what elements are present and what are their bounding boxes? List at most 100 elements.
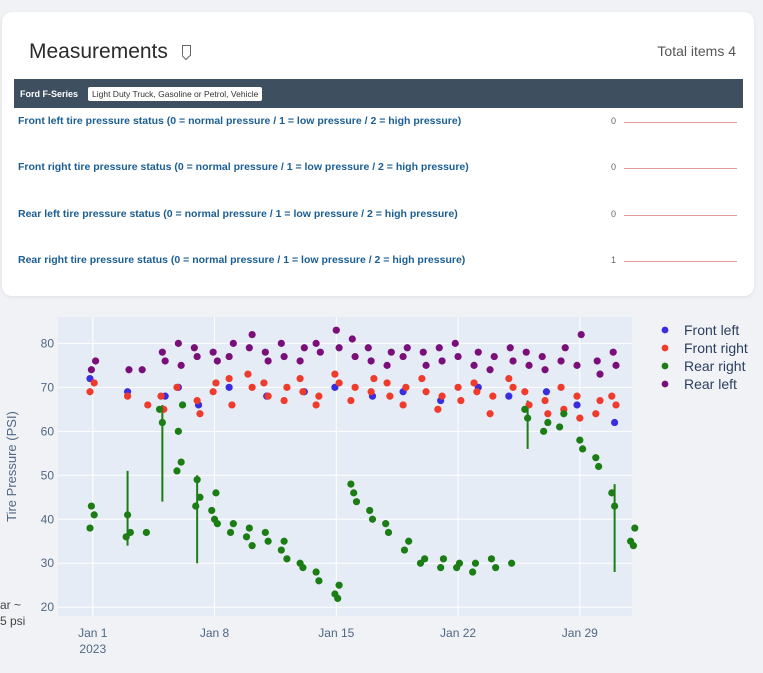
data-point (383, 361, 391, 369)
data-point (245, 524, 253, 532)
data-point (577, 330, 585, 339)
data-point (592, 410, 600, 418)
data-point (557, 357, 565, 365)
legend-marker (661, 380, 669, 388)
data-point (348, 335, 356, 343)
data-point (264, 392, 272, 400)
data-point (173, 467, 181, 475)
data-point (280, 352, 288, 361)
data-point (422, 361, 430, 369)
data-point (283, 383, 291, 391)
vehicle-header: Ford F-Series Light Duty Truck, Gasoline… (14, 79, 743, 108)
data-point (366, 506, 374, 515)
data-point (264, 537, 272, 545)
data-point (505, 392, 513, 400)
data-point (573, 401, 581, 409)
data-point (364, 344, 372, 352)
bookmark-icon[interactable] (182, 45, 191, 56)
data-point (521, 388, 529, 396)
data-point (174, 339, 182, 347)
measurement-row-rear-left[interactable]: Rear left tire pressure status (0 = norm… (18, 208, 738, 224)
data-point (334, 594, 342, 603)
data-point (419, 348, 427, 356)
data-point (144, 401, 152, 409)
measurement-label[interactable]: Rear left tire pressure status (0 = norm… (18, 208, 458, 220)
vehicle-name: Ford F-Series (20, 88, 79, 99)
data-point (382, 520, 390, 528)
data-point (457, 396, 465, 405)
side-note-line: ar ~ (0, 598, 22, 612)
measurement-value: 0 (610, 116, 616, 126)
sparkline (624, 261, 737, 262)
data-point (122, 533, 130, 541)
data-point (435, 344, 443, 352)
y-axis-label: Tire Pressure (PSI) (4, 411, 19, 522)
data-point (434, 405, 442, 413)
x-tick-label: Jan 8 (200, 626, 230, 640)
x-tick-label: Jan 22 (440, 626, 476, 640)
data-point (608, 392, 616, 400)
data-point (248, 383, 256, 391)
data-point (260, 379, 268, 387)
data-point (541, 366, 549, 374)
data-point (209, 348, 217, 356)
data-point (487, 555, 496, 563)
data-point (225, 352, 233, 361)
data-point (544, 418, 552, 427)
data-point (509, 383, 517, 391)
data-point (86, 524, 94, 532)
data-point (405, 537, 413, 545)
data-point (280, 396, 288, 405)
data-point (399, 401, 407, 409)
measurement-row-rear-right[interactable]: Rear right tire pressure status (0 = nor… (18, 254, 738, 270)
measurement-row-front-left[interactable]: Front left tire pressure status (0 = nor… (18, 115, 738, 131)
data-point (368, 515, 377, 523)
data-point (470, 379, 478, 387)
data-point (248, 330, 256, 339)
data-point (367, 388, 375, 396)
measurement-label[interactable]: Front right tire pressure status (0 = no… (18, 161, 469, 173)
data-point (158, 418, 166, 427)
data-point (174, 427, 182, 435)
data-point (193, 476, 201, 484)
data-point (544, 410, 552, 418)
data-point (596, 396, 604, 405)
y-tick-label: 70 (41, 380, 55, 394)
measurement-row-front-right[interactable]: Front right tire pressure status (0 = no… (18, 161, 738, 177)
data-point (312, 339, 320, 347)
data-point (471, 559, 480, 567)
measurement-label[interactable]: Rear right tire pressure status (0 = nor… (18, 254, 466, 266)
measurement-label[interactable]: Front left tire pressure status (0 = nor… (18, 115, 462, 127)
data-point (347, 396, 355, 405)
data-point (593, 357, 601, 365)
data-point (611, 418, 619, 427)
vehicle-tag: Light Duty Truck, Gasoline or Petrol, Ve… (88, 86, 263, 101)
data-point (283, 555, 291, 563)
data-point (87, 502, 95, 510)
data-point (525, 361, 533, 369)
data-point (455, 559, 464, 567)
data-point (608, 489, 616, 497)
data-point (213, 357, 221, 365)
x-tick-label: Jan 1 (78, 626, 108, 640)
data-point (299, 388, 307, 396)
data-point (609, 348, 617, 356)
data-point (335, 581, 343, 589)
data-point (300, 344, 308, 352)
data-point (192, 502, 200, 510)
data-point (505, 374, 513, 383)
data-point (387, 348, 395, 356)
data-point (315, 392, 323, 400)
y-tick-label: 20 (41, 600, 55, 614)
legend-label: Rear left (684, 376, 737, 392)
data-point (90, 379, 98, 387)
data-point (469, 568, 477, 576)
data-point (261, 528, 269, 537)
data-point (228, 401, 236, 409)
data-point (242, 533, 251, 541)
data-point (87, 366, 95, 374)
data-point (506, 344, 514, 352)
data-point (474, 348, 482, 356)
data-point (351, 352, 359, 361)
data-point (612, 401, 620, 409)
